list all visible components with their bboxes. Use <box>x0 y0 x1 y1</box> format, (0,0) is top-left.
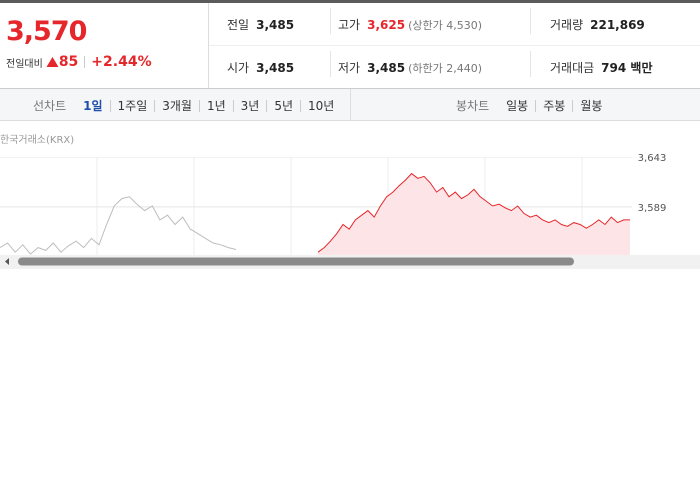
divider <box>208 3 209 89</box>
stat-label: 거래량 <box>550 18 584 32</box>
top-border <box>0 0 700 3</box>
tab-label: 선차트 <box>33 99 67 113</box>
chart-source: 한국거래소(KRX) <box>0 135 75 146</box>
stat-label: 고가 <box>338 18 361 32</box>
stat-cell: 전일 3,485 <box>227 16 294 33</box>
period-tab[interactable]: 1일 <box>83 98 103 113</box>
divider <box>330 8 331 34</box>
current-price: 3,570 <box>6 16 87 47</box>
stat-cell: 저가 3,485 (하한가 2,440) <box>338 59 482 76</box>
divider <box>209 45 700 46</box>
stat-cell: 거래량 221,869 <box>550 16 645 33</box>
stat-note: (하한가 2,440) <box>408 62 482 75</box>
stat-value: 3,485 <box>256 18 295 32</box>
change-row: 전일대비 85 +2.44% <box>6 54 152 70</box>
line-tabs: 선차트 1일 1주일 3개월 1년 3년 5년 10년 <box>33 97 341 114</box>
y-tick-label: 3,589 <box>638 203 667 214</box>
stat-label: 시가 <box>227 61 250 75</box>
price-line <box>317 172 630 253</box>
candle-tabs: 봉차트 일봉 주봉 월봉 <box>456 97 609 114</box>
period-tab[interactable]: 1주일 <box>109 99 155 112</box>
period-tab[interactable]: 주봉 <box>535 99 572 112</box>
divider <box>350 89 351 120</box>
change: 85 <box>58 54 79 70</box>
stat-value: 3,625 <box>367 18 406 32</box>
period-tab[interactable]: 3개월 <box>154 99 199 112</box>
stat-value: 221,869 <box>590 18 645 32</box>
divider <box>530 51 531 77</box>
up-icon <box>46 57 59 67</box>
change-rate: +2.44% <box>91 54 152 70</box>
stat-label: 저가 <box>338 61 361 75</box>
stat-cell: 거래대금 794 백만 <box>550 59 652 76</box>
period-tab[interactable]: 1년 <box>198 99 233 112</box>
divider <box>84 56 86 68</box>
y-tick-label: 3,643 <box>638 153 667 164</box>
stat-value: 3,485 <box>256 61 295 75</box>
change-label: 전일대비 <box>6 58 43 70</box>
divider <box>330 51 331 77</box>
stat-value: 794 백만 <box>601 61 653 75</box>
stat-cell: 고가 3,625 (상한가 4,530) <box>338 16 482 33</box>
scroll-left-arrow[interactable] <box>5 258 9 265</box>
period-tab[interactable]: 10년 <box>300 99 341 112</box>
period-tab[interactable]: 일봉 <box>506 98 529 113</box>
stat-value: 3,485 <box>367 61 406 75</box>
period-tab[interactable]: 5년 <box>266 99 300 112</box>
divider <box>530 8 531 34</box>
stat-note: (상한가 4,530) <box>408 19 482 32</box>
scrollbar-thumb[interactable] <box>18 257 574 266</box>
price-line <box>0 196 237 255</box>
stat-label: 전일 <box>227 18 250 32</box>
chart: 3,643 3,589 <box>0 153 700 269</box>
stat-label: 거래대금 <box>550 61 595 75</box>
stat-cell: 시가 3,485 <box>227 59 294 76</box>
area <box>318 173 630 255</box>
tab-label: 봉차트 <box>456 99 490 113</box>
period-tab[interactable]: 3년 <box>232 99 267 112</box>
period-tab[interactable]: 월봉 <box>572 99 609 112</box>
